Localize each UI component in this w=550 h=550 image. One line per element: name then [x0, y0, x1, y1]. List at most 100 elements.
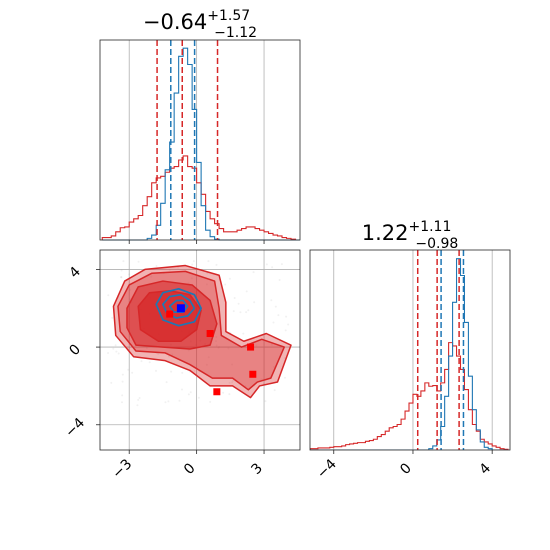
sample-point — [187, 349, 190, 352]
sample-point — [154, 369, 157, 372]
sample-point — [245, 290, 248, 293]
sample-point — [120, 401, 123, 404]
marker-red — [206, 329, 214, 337]
sample-point — [215, 336, 218, 339]
sample-point — [170, 370, 173, 373]
title-param-2-plus: +1.11 — [408, 219, 451, 235]
sample-point — [270, 299, 273, 302]
sample-point — [191, 263, 194, 266]
sample-point — [120, 276, 123, 279]
sample-point — [121, 373, 124, 376]
sample-point — [277, 314, 280, 317]
sample-point — [136, 404, 139, 407]
sample-point — [178, 399, 181, 402]
sample-point — [284, 329, 287, 332]
title-param-1-plus: +1.57 — [207, 8, 250, 24]
sample-point — [280, 263, 283, 266]
sample-point — [115, 350, 118, 353]
hist-red — [310, 342, 509, 450]
sample-point — [121, 380, 124, 383]
x-tick-label: 4 — [477, 460, 495, 478]
sample-point — [140, 360, 143, 363]
sample-point — [209, 400, 212, 403]
sample-point — [273, 389, 276, 392]
sample-point — [189, 391, 192, 394]
x-tick-label: 0 — [397, 460, 415, 478]
marker-red — [166, 310, 174, 318]
hist-red — [101, 155, 300, 241]
sample-point — [228, 277, 231, 280]
sample-point — [112, 347, 115, 350]
sample-point — [148, 361, 151, 364]
sample-point — [117, 352, 120, 355]
sample-point — [222, 391, 225, 394]
sample-point — [231, 379, 234, 382]
sample-point — [271, 266, 274, 269]
sample-point — [242, 332, 245, 335]
sample-point — [120, 269, 123, 272]
sample-point — [155, 265, 158, 268]
sample-point — [252, 271, 255, 274]
sample-point — [192, 260, 195, 263]
plot-area — [100, 250, 300, 450]
sample-point — [114, 344, 117, 347]
title-param-2-median: 1.22 — [362, 221, 409, 245]
hist-blue — [102, 47, 300, 241]
sample-point — [231, 381, 234, 384]
sample-point — [237, 302, 240, 305]
sample-point — [207, 260, 210, 263]
sample-point — [107, 351, 110, 354]
blue-contour-level — [155, 287, 202, 327]
sample-point — [137, 260, 140, 263]
sample-point — [217, 346, 220, 349]
sample-point — [232, 310, 235, 313]
sample-point — [218, 345, 221, 348]
sample-point — [127, 368, 130, 371]
sample-point — [265, 263, 268, 266]
sample-point — [168, 268, 171, 271]
sample-point — [197, 396, 200, 399]
axes-frame — [309, 249, 511, 451]
sample-point — [177, 266, 180, 269]
sample-point — [157, 352, 160, 355]
y-tick-label: 0 — [66, 341, 84, 359]
sample-point — [167, 355, 170, 358]
sample-point — [228, 393, 231, 396]
sample-point — [274, 305, 277, 308]
blue-contour-level — [168, 299, 189, 313]
sample-point — [272, 321, 275, 324]
marker-red — [213, 388, 221, 396]
sample-point — [260, 378, 263, 381]
x-tick-label: −3 — [109, 456, 135, 482]
sample-point — [278, 279, 281, 282]
histogram-param-1 — [99, 39, 301, 244]
sample-point — [111, 316, 114, 319]
sample-point — [215, 344, 218, 347]
axes-frame — [99, 39, 301, 241]
sample-point — [215, 263, 218, 266]
sample-point — [180, 388, 183, 391]
sample-point — [283, 376, 286, 379]
title-param-1-minus: −1.12 — [214, 25, 257, 41]
sample-point — [165, 381, 168, 384]
sample-point — [128, 273, 131, 276]
sample-point — [253, 301, 256, 304]
sample-point — [131, 371, 134, 374]
sample-point — [107, 294, 110, 297]
sample-point — [150, 275, 153, 278]
sample-point — [181, 371, 184, 374]
plot-area — [310, 250, 509, 450]
sample-point — [247, 309, 250, 312]
x-tick-label: 3 — [248, 460, 266, 478]
sample-point — [120, 276, 123, 279]
sample-point — [233, 296, 236, 299]
sample-point — [122, 260, 125, 263]
sample-point — [272, 365, 275, 368]
sample-point — [207, 356, 210, 359]
x-tick-label: 0 — [181, 460, 199, 478]
sample-point — [231, 363, 234, 366]
sample-point — [129, 288, 132, 291]
sample-point — [264, 400, 267, 403]
sample-point — [138, 397, 141, 400]
